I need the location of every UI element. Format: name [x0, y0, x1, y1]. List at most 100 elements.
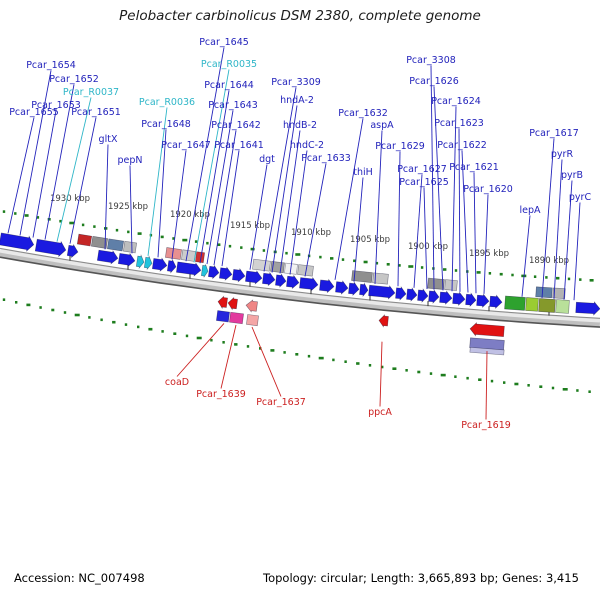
gene-label[interactable]: aspA — [370, 120, 394, 131]
reverse-gene-label[interactable]: Pcar_1637 — [256, 397, 306, 408]
gene-label[interactable]: Pcar_R0037 — [63, 87, 119, 98]
gene-label[interactable]: pepN — [117, 155, 142, 166]
gene-label[interactable]: Pcar_1653 — [31, 100, 81, 111]
gene-label[interactable]: Pcar_1622 — [437, 140, 487, 151]
gene-glyph[interactable] — [489, 294, 503, 310]
gene-glyph[interactable] — [504, 295, 526, 311]
gene-label[interactable]: pyrB — [561, 170, 583, 181]
gene-label[interactable]: Pcar_1625 — [399, 177, 449, 188]
gene-glyph[interactable] — [427, 277, 445, 290]
gene-glyph[interactable] — [216, 310, 230, 323]
gene-label[interactable]: hndA-2 — [280, 95, 314, 106]
gene-glyph[interactable] — [465, 292, 477, 308]
gene-label[interactable]: hndC-2 — [290, 140, 324, 151]
gene-label[interactable]: Pcar_1655 — [9, 107, 59, 118]
gene-label[interactable]: Pcar_1629 — [375, 141, 425, 152]
gene-glyph[interactable] — [122, 240, 138, 254]
gene-glyph[interactable] — [319, 278, 335, 294]
gene-label[interactable]: Pcar_1641 — [214, 140, 264, 151]
gene-glyph[interactable] — [219, 266, 233, 281]
gene-glyph[interactable] — [181, 249, 196, 262]
gene-glyph[interactable] — [143, 255, 153, 271]
gene-label[interactable]: Pcar_1643 — [208, 100, 258, 111]
gene-glyph[interactable] — [252, 258, 271, 272]
gene-label[interactable]: pyrC — [569, 192, 592, 203]
gene-label[interactable]: dgt — [259, 154, 275, 165]
gene-label[interactable]: Pcar_1654 — [26, 60, 76, 71]
gene-glyph[interactable] — [452, 291, 466, 307]
gene-glyph[interactable] — [208, 264, 220, 280]
gene-glyph[interactable] — [535, 286, 553, 299]
gene-label[interactable]: lepA — [519, 205, 541, 216]
gene-glyph[interactable] — [368, 284, 396, 300]
gene-label[interactable]: Pcar_1633 — [301, 153, 351, 164]
gene-glyph[interactable] — [444, 279, 458, 291]
gene-label[interactable]: Pcar_1623 — [434, 118, 484, 129]
gene-glyph[interactable] — [476, 293, 490, 309]
gene-glyph[interactable] — [66, 243, 79, 259]
gene-glyph[interactable] — [135, 254, 145, 270]
gene-glyph[interactable] — [525, 297, 539, 312]
gene-glyph[interactable] — [286, 274, 300, 290]
gene-label[interactable]: Pcar_1644 — [204, 80, 254, 91]
gene-glyph[interactable] — [246, 314, 259, 327]
gene-label[interactable]: Pcar_1624 — [431, 96, 481, 107]
gene-glyph[interactable] — [117, 252, 136, 268]
gene-label[interactable]: pyrR — [551, 149, 574, 160]
gene-glyph[interactable] — [555, 299, 570, 314]
gene-label[interactable]: Pcar_1620 — [463, 184, 513, 195]
gene-label[interactable]: hndB-2 — [283, 120, 317, 131]
gene-label[interactable]: Pcar_3308 — [406, 55, 456, 66]
gene-glyph[interactable] — [34, 238, 67, 258]
gene-label[interactable]: Pcar_1645 — [199, 37, 249, 48]
gene-label[interactable]: Pcar_1642 — [211, 120, 261, 131]
gene-glyph[interactable] — [439, 290, 453, 305]
gene-glyph[interactable] — [299, 276, 319, 292]
gene-label[interactable]: Pcar_1621 — [449, 162, 499, 173]
gene-glyph[interactable] — [417, 288, 429, 303]
gene-glyph[interactable] — [166, 258, 177, 274]
gene-glyph[interactable] — [76, 233, 93, 247]
gene-glyph[interactable] — [538, 298, 556, 313]
gene-glyph[interactable] — [200, 264, 209, 278]
gene-glyph[interactable] — [335, 280, 349, 295]
reverse-gene-label[interactable]: Pcar_1639 — [196, 389, 246, 400]
gene-glyph[interactable] — [245, 299, 258, 313]
gene-label[interactable]: Pcar_R0036 — [139, 97, 195, 108]
gene-label[interactable]: Pcar_1627 — [397, 164, 447, 175]
gene-glyph[interactable] — [469, 322, 505, 338]
gene-label[interactable]: Pcar_1617 — [529, 128, 579, 139]
gene-glyph[interactable] — [229, 311, 244, 325]
gene-glyph[interactable] — [372, 272, 389, 285]
gene-label[interactable]: Pcar_1648 — [141, 119, 191, 130]
gene-glyph[interactable] — [406, 287, 418, 302]
gene-glyph[interactable] — [90, 235, 109, 249]
gene-label[interactable]: gltX — [99, 134, 118, 145]
gene-glyph[interactable] — [395, 286, 407, 301]
gene-glyph[interactable] — [106, 238, 125, 252]
gene-glyph[interactable] — [245, 270, 263, 285]
gene-glyph[interactable] — [227, 296, 238, 311]
gene-label[interactable]: Pcar_1632 — [338, 108, 388, 119]
gene-glyph[interactable] — [275, 273, 287, 288]
gene-glyph[interactable] — [0, 232, 35, 253]
gene-glyph[interactable] — [96, 249, 119, 265]
gene-label[interactable]: thiH — [353, 167, 373, 178]
gene-glyph[interactable] — [348, 281, 360, 296]
reverse-gene-label[interactable]: coaD — [165, 377, 189, 388]
reverse-gene-label[interactable]: Pcar_1619 — [461, 420, 511, 431]
gene-glyph[interactable] — [552, 287, 566, 299]
gene-label[interactable]: Pcar_3309 — [271, 77, 321, 88]
gene-glyph[interactable] — [165, 247, 182, 260]
gene-glyph[interactable] — [151, 257, 168, 272]
gene-glyph[interactable] — [351, 270, 373, 283]
gene-label[interactable]: Pcar_1647 — [161, 140, 211, 151]
gene-glyph[interactable] — [176, 261, 202, 277]
gene-glyph[interactable] — [297, 264, 314, 277]
gene-glyph[interactable] — [359, 282, 369, 298]
gene-label[interactable]: Pcar_R0035 — [201, 59, 257, 70]
gene-glyph[interactable] — [262, 271, 276, 287]
gene-glyph[interactable] — [575, 301, 600, 316]
gene-glyph[interactable] — [232, 268, 246, 283]
reverse-gene-label[interactable]: ppcA — [368, 407, 392, 418]
